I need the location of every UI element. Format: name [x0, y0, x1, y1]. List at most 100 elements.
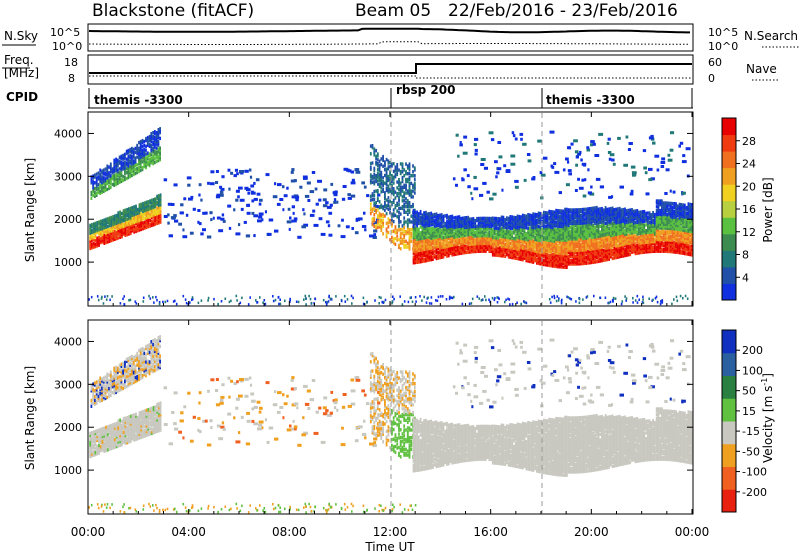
- power-echo-cell: [661, 230, 663, 234]
- power-echo-cell: [592, 237, 595, 241]
- power-echo-cell: [474, 222, 477, 227]
- power-echo-cell: [502, 217, 505, 222]
- power-echo-cell: [469, 221, 471, 225]
- power-echo-cell: [430, 236, 433, 241]
- power-echo-cell: [537, 255, 540, 260]
- power-echo-cell: [594, 246, 596, 251]
- power-echo-cell: [562, 248, 565, 252]
- power-echo-cell: [465, 231, 468, 235]
- power-echo-cell: [154, 212, 157, 217]
- power-echo-cell: [136, 151, 139, 155]
- power-echo-cell: [625, 226, 628, 230]
- power-echo-cell: [530, 215, 533, 220]
- power-echo-cell: [558, 251, 561, 255]
- power-echo-cell: [387, 203, 390, 208]
- power-echo-cell: [659, 203, 662, 207]
- power-echo-cell: [238, 186, 243, 190]
- power-echo-cell: [486, 222, 489, 226]
- power-echo-cell: [127, 150, 130, 155]
- power-echo-cell: [460, 222, 462, 226]
- power-echo-cell: [518, 228, 521, 232]
- power-echo-cell: [394, 227, 397, 231]
- power-echo-cell: [454, 235, 457, 239]
- power-echo-cell: [433, 235, 436, 240]
- power-echo-cell: [497, 230, 499, 234]
- power-echo-cell: [490, 249, 492, 254]
- power-echo-cell: [376, 190, 379, 195]
- power-echo-cell: [243, 220, 247, 224]
- power-echo-cell: [497, 240, 499, 244]
- power-echo-cell: [155, 146, 158, 150]
- power-echo-cell: [159, 220, 162, 224]
- power-echo-cell: [500, 232, 503, 237]
- power-echo-cell: [558, 234, 561, 238]
- power-echo-cell: [500, 230, 503, 235]
- power-echo-cell: [399, 189, 402, 193]
- power-echo-cell: [462, 235, 464, 240]
- power-echo-cell: [405, 245, 407, 249]
- power-echo-cell: [602, 243, 605, 247]
- power-echo-cell: [624, 219, 626, 223]
- power-echo-cell: [446, 252, 448, 256]
- power-echo-cell: [502, 231, 505, 235]
- power-echo-cell: [502, 250, 505, 254]
- power-echo-cell: [153, 143, 156, 147]
- power-echo-cell: [218, 229, 224, 233]
- power-echo-cell: [444, 227, 447, 232]
- power-echo-cell: [150, 223, 153, 228]
- power-echo-cell: [521, 248, 524, 252]
- power-echo-cell: [511, 240, 514, 244]
- power-echo-cell: [521, 234, 524, 239]
- power-echo-cell: [453, 227, 455, 232]
- power-echo-cell: [573, 229, 575, 233]
- power-echo-cell: [620, 218, 623, 222]
- power-echo-cell: [458, 219, 461, 223]
- power-echo-cell: [376, 216, 379, 220]
- power-echo-cell: [145, 216, 148, 220]
- power-echo-cell: [528, 232, 531, 237]
- power-echo-cell: [632, 225, 635, 229]
- power-echo-cell: [155, 136, 158, 141]
- power-echo-cell: [120, 177, 123, 182]
- power-echo-cell: [493, 253, 496, 257]
- power-echo-cell: [629, 239, 632, 243]
- power-echo-cell: [576, 254, 579, 258]
- power-echo-cell: [145, 162, 147, 166]
- power-echo-cell: [562, 217, 565, 221]
- power-echo-cell: [133, 209, 136, 213]
- power-echo-cell: [555, 230, 558, 234]
- power-echo-cell: [590, 206, 593, 211]
- power-echo-cell: [594, 219, 596, 224]
- power-echo-cell: [419, 236, 422, 241]
- power-echo-cell: [446, 242, 448, 247]
- power-echo-cell: [590, 220, 593, 224]
- power-echo-cell: [95, 180, 98, 184]
- power-echo-cell: [419, 211, 422, 216]
- power-echo-cell: [588, 210, 591, 215]
- power-echo-cell: [371, 161, 374, 165]
- power-echo-cell: [108, 171, 110, 175]
- power-echo-cell: [643, 225, 646, 229]
- power-echo-cell: [567, 212, 570, 216]
- power-echo-cell: [504, 225, 507, 230]
- power-echo-cell: [380, 170, 383, 175]
- power-echo-cell: [433, 222, 436, 226]
- power-echo-cell: [416, 241, 418, 245]
- power-echo-cell: [543, 245, 545, 249]
- power-echo-cell: [374, 221, 379, 224]
- power-echo-cell: [615, 252, 617, 256]
- power-echo-cell: [138, 148, 140, 152]
- power-echo-cell: [546, 230, 549, 234]
- power-echo-cell: [102, 172, 105, 176]
- power-echo-cell: [652, 218, 654, 223]
- power-echo-cell: [416, 249, 418, 253]
- power-echo-cell: [502, 221, 505, 225]
- power-echo-cell: [599, 216, 602, 221]
- power-echo-cell: [585, 249, 588, 254]
- power-echo-cell: [555, 262, 558, 267]
- power-echo-cell: [608, 240, 610, 244]
- power-echo-cell: [159, 157, 161, 162]
- power-echo-cell: [518, 249, 521, 253]
- power-echo-cell: [643, 219, 646, 223]
